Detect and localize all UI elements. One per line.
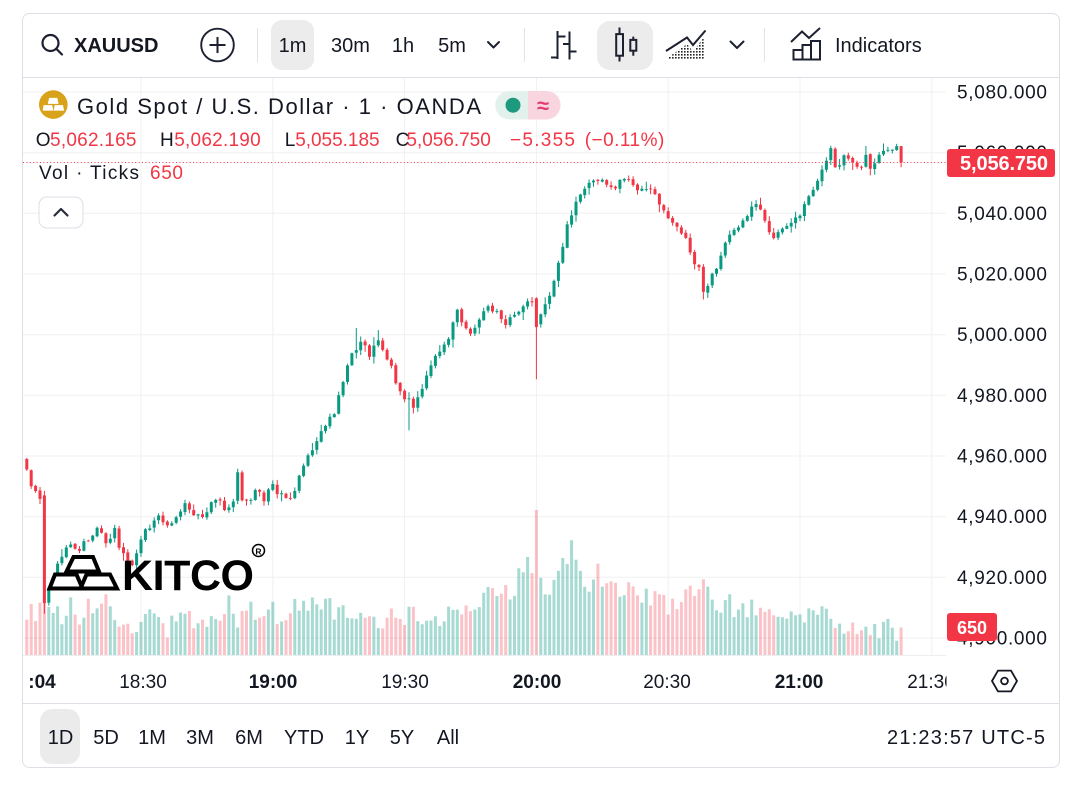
svg-text:21:23:57 UTC-5: 21:23:57 UTC-5 [887, 727, 1045, 749]
svg-text:5m: 5m [438, 35, 466, 57]
svg-text:650: 650 [957, 618, 987, 638]
svg-text:KITCO: KITCO [122, 552, 254, 600]
svg-text:21:00: 21:00 [775, 672, 824, 693]
svg-text:−5.355: −5.355 [510, 130, 575, 151]
svg-text:20:30: 20:30 [643, 672, 691, 693]
svg-text:C: C [396, 130, 410, 151]
svg-text:1M: 1M [138, 727, 166, 749]
svg-text:30m: 30m [331, 35, 370, 57]
svg-text:≈: ≈ [537, 93, 549, 118]
svg-text:5Y: 5Y [390, 727, 414, 749]
svg-text:5,000.000: 5,000.000 [957, 325, 1047, 346]
svg-text:5,062.165: 5,062.165 [50, 130, 137, 151]
svg-text:3M: 3M [186, 727, 214, 749]
svg-text:650: 650 [150, 163, 183, 184]
svg-text:4,920.000: 4,920.000 [957, 568, 1047, 589]
svg-text:1m: 1m [279, 35, 307, 57]
svg-text:5,040.000: 5,040.000 [957, 204, 1047, 225]
svg-text:4,960.000: 4,960.000 [957, 447, 1047, 468]
svg-text:6M: 6M [235, 727, 263, 749]
svg-text:4,980.000: 4,980.000 [957, 386, 1047, 407]
svg-text:19:00: 19:00 [249, 672, 298, 693]
svg-text:21:30: 21:30 [907, 672, 955, 693]
svg-text:5,080.000: 5,080.000 [957, 83, 1047, 104]
svg-text::04: :04 [28, 672, 56, 693]
svg-text:1Y: 1Y [345, 727, 369, 749]
svg-text:(−0.11%): (−0.11%) [585, 130, 665, 151]
svg-text:5,056.750: 5,056.750 [406, 130, 490, 151]
svg-text:1h: 1h [392, 35, 414, 57]
svg-text:YTD: YTD [284, 727, 324, 749]
svg-text:XAUUSD: XAUUSD [74, 35, 158, 57]
svg-text:All: All [437, 727, 459, 749]
svg-text:19:30: 19:30 [381, 672, 429, 693]
svg-text:5,056.750: 5,056.750 [960, 153, 1048, 175]
svg-text:20:00: 20:00 [513, 672, 562, 693]
svg-text:L: L [285, 130, 296, 151]
svg-text:Indicators: Indicators [835, 35, 922, 57]
svg-text:5,062.190: 5,062.190 [174, 130, 261, 151]
svg-text:O: O [36, 130, 51, 151]
svg-text:18:30: 18:30 [119, 672, 167, 693]
svg-text:Gold Spot / U.S. Dollar · 1 ·: Gold Spot / U.S. Dollar · 1 · OANDA [77, 94, 481, 119]
svg-text:4,940.000: 4,940.000 [957, 507, 1047, 528]
svg-text:5,055.185: 5,055.185 [295, 130, 379, 151]
svg-text:1D: 1D [48, 727, 74, 749]
svg-text:5D: 5D [93, 727, 119, 749]
svg-text:5,020.000: 5,020.000 [957, 265, 1047, 286]
svg-text:H: H [160, 130, 174, 151]
svg-text:R: R [255, 547, 261, 557]
